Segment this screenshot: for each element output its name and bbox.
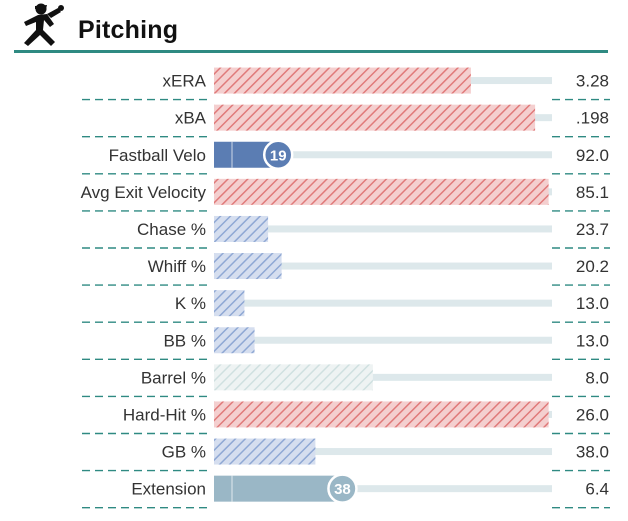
metric-row: xBA .198 xyxy=(82,104,610,138)
metric-value: .198 xyxy=(576,109,609,128)
metric-label: GB % xyxy=(162,443,206,462)
metric-row: xERA 3.28 xyxy=(82,67,610,101)
metric-value: 85.1 xyxy=(576,183,609,202)
metric-value: 20.2 xyxy=(576,257,609,276)
percentile-badge xyxy=(327,473,358,504)
percentile-bar xyxy=(214,290,245,317)
metric-row: GB % 38.0 xyxy=(82,438,610,472)
metric-row: Chase % 23.7 xyxy=(82,215,610,249)
metric-label: Fastball Velo xyxy=(109,146,206,165)
metric-row: Hard-Hit % 26.0 xyxy=(82,401,610,435)
bar-track xyxy=(214,262,552,270)
metric-value: 92.0 xyxy=(576,146,609,165)
percentile-badge xyxy=(262,139,294,170)
metric-label: Avg Exit Velocity xyxy=(81,183,207,202)
metric-value: 3.28 xyxy=(576,72,609,91)
percentile-badge-text: 38 xyxy=(334,481,351,498)
bar-track xyxy=(214,151,552,159)
metric-label: xERA xyxy=(163,72,207,91)
metric-row: Barrel % 8.0 xyxy=(82,364,610,398)
metric-label: Barrel % xyxy=(141,368,206,387)
metric-value: 26.0 xyxy=(576,405,609,424)
percentile-badge-text: 19 xyxy=(270,147,287,164)
bar-track xyxy=(214,299,552,307)
percentile-bar xyxy=(214,178,549,205)
percentile-bar xyxy=(214,67,471,94)
metric-label: Whiff % xyxy=(148,257,206,276)
metric-row: BB % 13.0 xyxy=(82,327,610,360)
percentile-bar xyxy=(214,401,549,428)
section-title: Pitching xyxy=(78,16,179,44)
metric-value: 38.0 xyxy=(576,443,609,462)
metric-value: 13.0 xyxy=(576,294,609,313)
metric-value: 6.4 xyxy=(585,480,609,499)
bar-track xyxy=(214,225,552,233)
section-header: Pitching xyxy=(14,2,608,54)
metric-label: K % xyxy=(175,294,206,313)
metric-value: 8.0 xyxy=(585,368,609,387)
percentile-bar xyxy=(214,475,343,502)
percentile-bar xyxy=(214,438,316,465)
percentile-bar xyxy=(214,327,255,354)
header-rule xyxy=(14,50,608,53)
percentile-bar xyxy=(214,364,373,391)
metric-row: Whiff % 20.2 xyxy=(82,253,610,286)
bar-track xyxy=(214,485,552,493)
metric-row: Avg Exit Velocity 85.1 xyxy=(81,178,610,212)
bar-track xyxy=(214,373,552,381)
bar-track xyxy=(214,336,552,344)
metric-label: Extension xyxy=(131,480,206,499)
bar-track xyxy=(214,448,552,456)
metric-label: BB % xyxy=(163,331,206,350)
metric-value: 23.7 xyxy=(576,220,609,239)
metric-label: Chase % xyxy=(137,220,206,239)
metric-row: 19 Fastball Velo 92.0 xyxy=(82,139,610,175)
metric-row: K % 13.0 xyxy=(82,290,610,323)
percentile-bar xyxy=(214,215,269,242)
metric-label: Hard-Hit % xyxy=(123,405,206,424)
percentile-bar xyxy=(214,253,282,280)
metric-value: 13.0 xyxy=(576,331,609,350)
percentile-bar xyxy=(214,104,536,131)
metric-row: 38 Extension 6.4 xyxy=(82,473,610,509)
baseball-pitcher-icon xyxy=(24,3,64,46)
metric-label: xBA xyxy=(175,109,207,128)
